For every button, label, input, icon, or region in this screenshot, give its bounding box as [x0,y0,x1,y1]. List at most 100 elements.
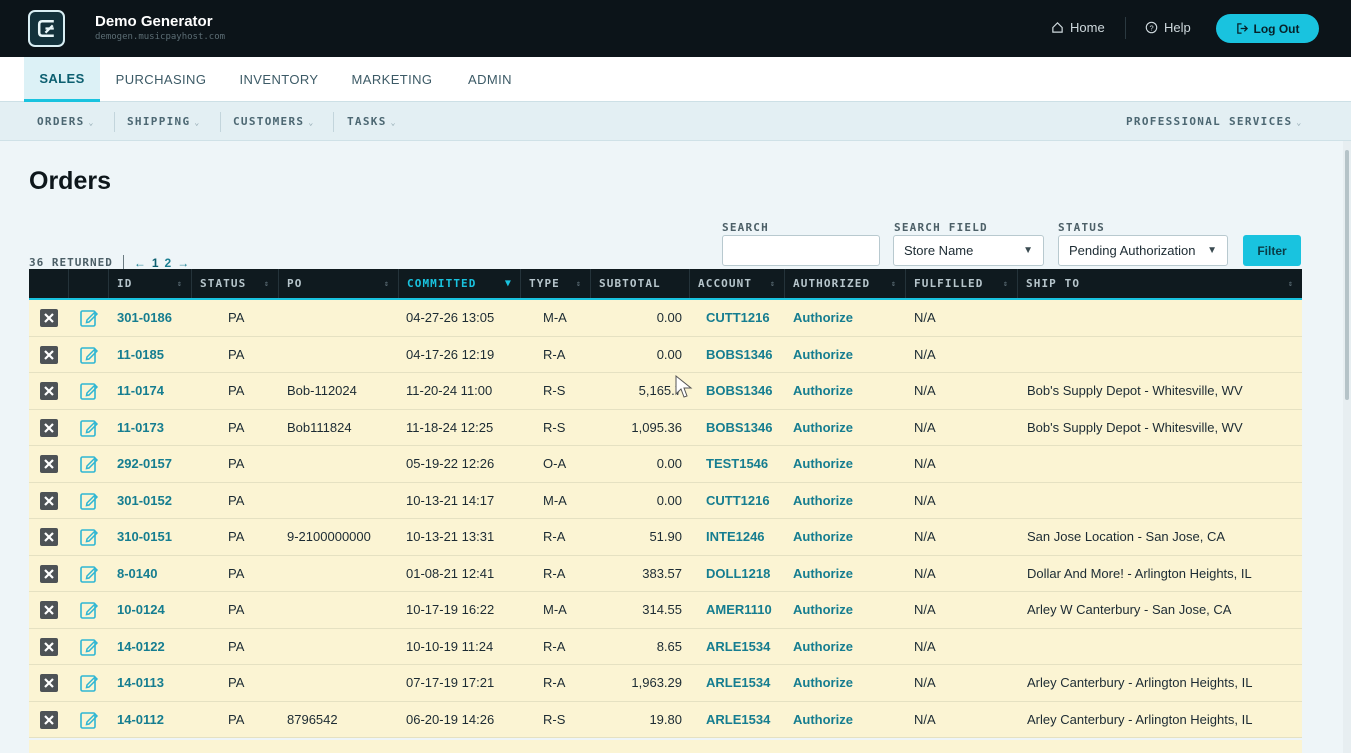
header-ship-to[interactable]: SHIP TO ⇕ [1017,269,1302,298]
scrollbar-thumb[interactable] [1345,150,1349,400]
next-page-arrow[interactable]: → [177,255,190,270]
edit-icon[interactable] [79,710,99,730]
order-id-link[interactable]: 8-0140 [117,565,158,581]
order-id-link[interactable]: 14-0122 [117,638,165,654]
delete-icon[interactable] [40,601,58,619]
order-id-link[interactable]: 301-0186 [117,310,172,325]
authorize-link[interactable]: Authorize [793,529,853,544]
account-link[interactable]: TEST1546 [706,456,769,471]
order-id-link[interactable]: 11-0174 [117,383,164,398]
edit-icon[interactable] [79,637,99,657]
delete-icon[interactable] [40,564,58,583]
status-cell: PA [228,492,245,508]
subnav-orders[interactable]: ORDERS ⌄ [37,102,95,141]
edit-icon[interactable] [79,491,99,511]
header-subtotal[interactable]: SUBTOTAL [590,269,689,298]
search-field-select[interactable]: Store Name ▼ [893,235,1044,266]
edit-icon[interactable] [79,673,99,693]
header-fulfilled[interactable]: FULFILLED ⇕ [905,269,1017,298]
authorize-link[interactable]: Authorize [793,492,853,508]
edit-icon[interactable] [79,418,99,438]
edit-icon[interactable] [79,600,99,620]
delete-icon[interactable] [40,418,58,437]
order-id-link[interactable]: 14-0113 [117,675,164,690]
delete-icon[interactable] [40,637,58,656]
authorize-link[interactable]: Authorize [793,602,853,617]
order-id-link[interactable]: 11-0185 [117,346,164,362]
header-authorized[interactable]: AUTHORIZED ⇕ [784,269,905,298]
header-account[interactable]: ACCOUNT ⇕ [689,269,784,298]
tab-admin[interactable]: ADMIN [468,72,512,87]
filter-button[interactable]: Filter [1243,235,1301,266]
order-id-link[interactable]: 301-0152 [117,492,172,508]
account-link[interactable]: CUTT1216 [706,310,770,325]
order-id-link[interactable]: 11-0173 [117,419,164,435]
account-link[interactable]: ARLE1534 [706,675,771,690]
authorize-link[interactable]: Authorize [793,675,853,690]
page-1-link[interactable]: 1 [151,255,159,270]
page-2-link[interactable]: 2 [164,255,172,270]
tab-purchasing[interactable]: PURCHASING [115,72,207,87]
account-link[interactable]: AMER1110 [706,602,772,617]
authorize-link[interactable]: Authorize [793,310,853,325]
delete-icon[interactable] [40,345,58,364]
authorize-link[interactable]: Authorize [793,346,853,362]
header-type[interactable]: TYPE ⇕ [520,269,590,298]
order-id-link[interactable]: 10-0124 [117,602,165,617]
delete-icon[interactable] [40,309,58,327]
order-id-link[interactable]: 310-0151 [117,529,172,544]
order-id-link[interactable]: 14-0112 [117,711,164,727]
authorize-link[interactable]: Authorize [793,383,853,398]
ship-to-cell: Dollar And More! - Arlington Heights, IL [1027,565,1252,581]
account-link[interactable]: DOLL1218 [706,565,771,581]
account-link[interactable]: ARLE1534 [706,638,771,654]
edit-icon[interactable] [79,381,99,401]
help-link[interactable]: ? Help [1145,20,1191,35]
delete-icon[interactable] [40,382,58,400]
search-input[interactable] [722,235,880,266]
scrollbar-track[interactable] [1343,141,1351,753]
authorize-link[interactable]: Authorize [793,456,853,471]
divider [122,255,124,270]
status-cell: PA [228,383,245,398]
header-id[interactable]: ID ⇕ [108,269,191,298]
account-link[interactable]: CUTT1216 [706,492,770,508]
edit-icon[interactable] [79,564,99,584]
authorize-link[interactable]: Authorize [793,638,853,654]
edit-icon[interactable] [79,527,99,547]
account-link[interactable]: BOBS1346 [706,419,773,435]
order-id-link[interactable]: 292-0157 [117,456,172,471]
subnav-tasks[interactable]: TASKS ⌄ [347,102,397,141]
tab-sales[interactable]: SALES [24,57,100,102]
delete-icon[interactable] [40,528,58,546]
header-committed[interactable]: COMMITTED ▼ [398,269,520,298]
account-link[interactable]: INTE1246 [706,529,765,544]
delete-icon[interactable] [40,491,58,510]
authorize-link[interactable]: Authorize [793,419,853,435]
logout-button[interactable]: Log Out [1216,14,1319,43]
edit-icon[interactable] [79,345,99,365]
account-link[interactable]: BOBS1346 [706,346,773,362]
table-row: 14-0113 PA 07-17-19 17:21 R-A 1,963.29 ARLE15… [29,665,1302,702]
header-status[interactable]: STATUS ⇕ [191,269,278,298]
app-logo-icon[interactable] [28,10,65,47]
authorize-link[interactable]: Authorize [793,565,853,581]
delete-icon[interactable] [40,710,58,729]
tab-marketing[interactable]: MARKETING [351,72,433,87]
home-link[interactable]: Home [1051,20,1105,35]
subnav-shipping[interactable]: SHIPPING ⌄ [127,102,201,141]
delete-icon[interactable] [40,674,58,692]
account-link[interactable]: BOBS1346 [706,383,773,398]
status-select[interactable]: Pending Authorization ▼ [1058,235,1228,266]
header-po[interactable]: PO ⇕ [278,269,398,298]
prev-page-arrow[interactable]: ← [133,255,146,270]
delete-icon[interactable] [40,455,58,473]
account-link[interactable]: ARLE1534 [706,711,771,727]
committed-cell: 10-13-21 13:31 [406,529,495,544]
tab-inventory[interactable]: INVENTORY [239,72,319,87]
subnav-professional-services[interactable]: PROFESSIONAL SERVICES ⌄ [1126,102,1303,141]
edit-icon[interactable] [79,308,99,328]
subnav-customers[interactable]: CUSTOMERS ⌄ [233,102,314,141]
authorize-link[interactable]: Authorize [793,711,853,727]
edit-icon[interactable] [79,454,99,474]
